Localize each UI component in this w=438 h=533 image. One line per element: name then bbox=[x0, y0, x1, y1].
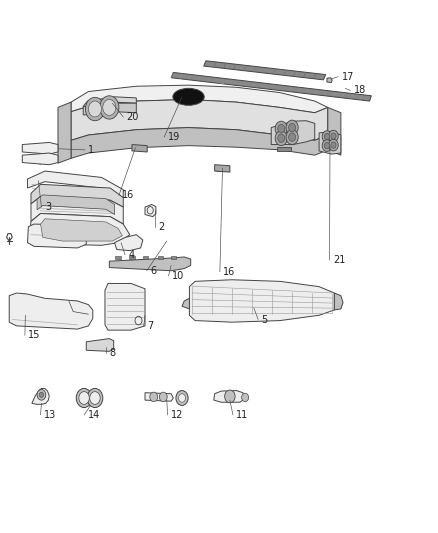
Text: 4: 4 bbox=[128, 250, 134, 260]
Polygon shape bbox=[58, 102, 71, 163]
Circle shape bbox=[87, 389, 103, 408]
Circle shape bbox=[100, 96, 119, 119]
Circle shape bbox=[289, 133, 296, 141]
Text: 17: 17 bbox=[342, 71, 354, 82]
Polygon shape bbox=[41, 219, 122, 241]
Polygon shape bbox=[110, 257, 191, 271]
Polygon shape bbox=[271, 120, 315, 144]
Polygon shape bbox=[71, 100, 328, 140]
Polygon shape bbox=[71, 127, 328, 158]
Circle shape bbox=[331, 133, 336, 139]
Text: 19: 19 bbox=[168, 132, 180, 142]
Polygon shape bbox=[319, 132, 341, 154]
Polygon shape bbox=[214, 391, 244, 402]
Circle shape bbox=[328, 130, 338, 142]
Polygon shape bbox=[83, 97, 136, 107]
Polygon shape bbox=[32, 389, 49, 405]
Polygon shape bbox=[22, 142, 58, 154]
Circle shape bbox=[286, 130, 298, 144]
Polygon shape bbox=[215, 165, 230, 172]
Polygon shape bbox=[83, 103, 136, 115]
Circle shape bbox=[159, 392, 167, 402]
Circle shape bbox=[76, 389, 92, 408]
Circle shape bbox=[322, 131, 332, 142]
Circle shape bbox=[242, 393, 249, 402]
Text: 8: 8 bbox=[110, 349, 116, 359]
Polygon shape bbox=[9, 293, 93, 329]
Polygon shape bbox=[328, 108, 341, 155]
Polygon shape bbox=[145, 205, 156, 216]
Circle shape bbox=[88, 101, 102, 117]
Polygon shape bbox=[71, 85, 328, 113]
Polygon shape bbox=[31, 197, 123, 224]
Text: 2: 2 bbox=[158, 222, 164, 232]
Polygon shape bbox=[145, 393, 173, 401]
Polygon shape bbox=[189, 280, 334, 322]
Text: 20: 20 bbox=[127, 112, 139, 122]
Text: 10: 10 bbox=[172, 271, 184, 281]
Text: 1: 1 bbox=[88, 145, 95, 155]
Circle shape bbox=[328, 139, 338, 151]
Polygon shape bbox=[116, 256, 120, 259]
Circle shape bbox=[90, 392, 100, 405]
Circle shape bbox=[85, 98, 105, 120]
Polygon shape bbox=[28, 171, 123, 198]
Text: 12: 12 bbox=[171, 410, 184, 420]
Polygon shape bbox=[22, 153, 58, 165]
Circle shape bbox=[150, 392, 158, 402]
Text: 21: 21 bbox=[333, 255, 346, 265]
Polygon shape bbox=[171, 72, 371, 101]
Circle shape bbox=[286, 120, 298, 135]
Text: 6: 6 bbox=[150, 266, 156, 276]
Polygon shape bbox=[277, 147, 291, 151]
Polygon shape bbox=[132, 144, 147, 152]
Circle shape bbox=[322, 140, 332, 151]
Text: 16: 16 bbox=[122, 190, 134, 200]
Circle shape bbox=[275, 121, 287, 136]
Circle shape bbox=[179, 394, 185, 402]
Polygon shape bbox=[31, 184, 123, 207]
Polygon shape bbox=[30, 214, 130, 245]
Circle shape bbox=[39, 392, 44, 398]
Polygon shape bbox=[129, 256, 134, 259]
Circle shape bbox=[324, 133, 329, 140]
Polygon shape bbox=[105, 284, 145, 330]
Circle shape bbox=[176, 391, 188, 406]
Circle shape bbox=[331, 142, 336, 148]
Polygon shape bbox=[334, 293, 343, 310]
Text: 3: 3 bbox=[45, 202, 51, 212]
Polygon shape bbox=[171, 256, 176, 259]
Circle shape bbox=[225, 390, 235, 403]
Polygon shape bbox=[158, 256, 163, 259]
Text: 18: 18 bbox=[354, 85, 366, 95]
Polygon shape bbox=[204, 61, 325, 80]
Circle shape bbox=[289, 123, 296, 132]
Circle shape bbox=[37, 390, 46, 400]
Circle shape bbox=[278, 124, 285, 133]
Polygon shape bbox=[115, 235, 143, 251]
Circle shape bbox=[278, 134, 285, 142]
Text: 13: 13 bbox=[44, 410, 57, 420]
Polygon shape bbox=[28, 224, 86, 248]
Polygon shape bbox=[37, 195, 115, 215]
Text: 7: 7 bbox=[147, 321, 153, 331]
Polygon shape bbox=[327, 78, 332, 83]
Text: 11: 11 bbox=[237, 410, 249, 420]
Polygon shape bbox=[143, 256, 148, 259]
Text: 15: 15 bbox=[28, 330, 41, 341]
Text: 14: 14 bbox=[88, 410, 100, 420]
Circle shape bbox=[79, 392, 89, 405]
Circle shape bbox=[103, 100, 116, 115]
Circle shape bbox=[275, 131, 287, 146]
Ellipse shape bbox=[173, 88, 204, 106]
Text: 5: 5 bbox=[261, 314, 268, 325]
Circle shape bbox=[324, 142, 329, 149]
Polygon shape bbox=[86, 338, 114, 351]
Text: 16: 16 bbox=[223, 267, 236, 277]
Polygon shape bbox=[182, 298, 189, 309]
